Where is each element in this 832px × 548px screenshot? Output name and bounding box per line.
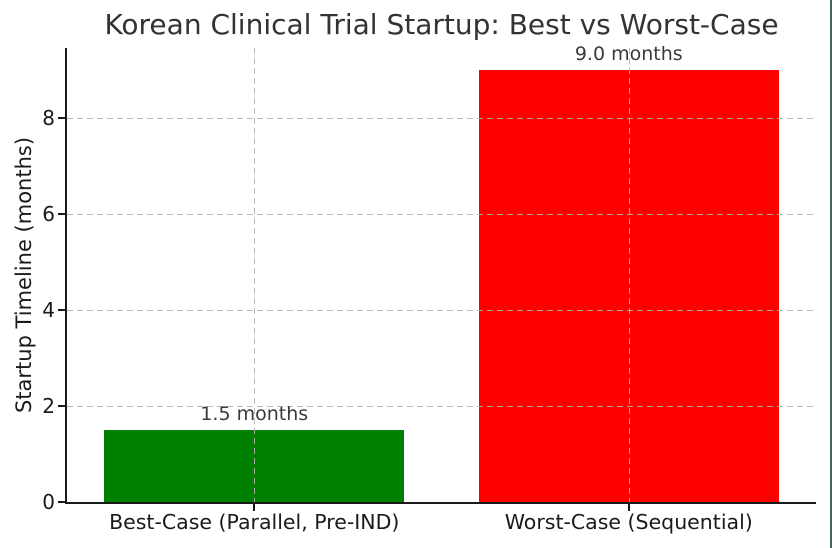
bar xyxy=(478,69,779,502)
y-tick-label: 4 xyxy=(42,297,55,322)
bar-value-label: 1.5 months xyxy=(200,402,309,425)
y-tick-mark xyxy=(58,308,65,311)
plot-area: 1.5 months 9.0 months 0 2 4 6 8 Best-Case (Par… xyxy=(42,43,816,534)
x-axis-spine xyxy=(65,502,816,504)
y-axis-label: Startup Timeline (months) xyxy=(12,136,36,414)
x-tick-label: Best-Case (Parallel, Pre-IND) xyxy=(109,510,400,534)
bar xyxy=(104,429,405,502)
bar-value-label: 9.0 months xyxy=(574,42,683,65)
y-tick-mark xyxy=(58,404,65,407)
x-tick-mark xyxy=(253,504,256,511)
window-edge-strip xyxy=(830,0,832,548)
chart-title: Korean Clinical Trial Startup: Best vs W… xyxy=(104,8,779,41)
y-tick-label: 6 xyxy=(42,201,55,226)
x-tick-label: Worst-Case (Sequential) xyxy=(504,510,753,534)
y-tick-label: 0 xyxy=(42,490,55,514)
bar-layer xyxy=(67,48,816,502)
y-axis-spine xyxy=(65,48,67,502)
y-tick-mark xyxy=(58,116,65,119)
y-tick-label: 2 xyxy=(42,393,55,418)
y-tick-mark xyxy=(58,501,65,503)
y-tick-mark xyxy=(58,212,65,215)
x-tick-mark xyxy=(627,504,630,511)
label-layer: 1.5 months 9.0 months xyxy=(67,43,816,502)
y-tick-label: 8 xyxy=(42,105,55,130)
